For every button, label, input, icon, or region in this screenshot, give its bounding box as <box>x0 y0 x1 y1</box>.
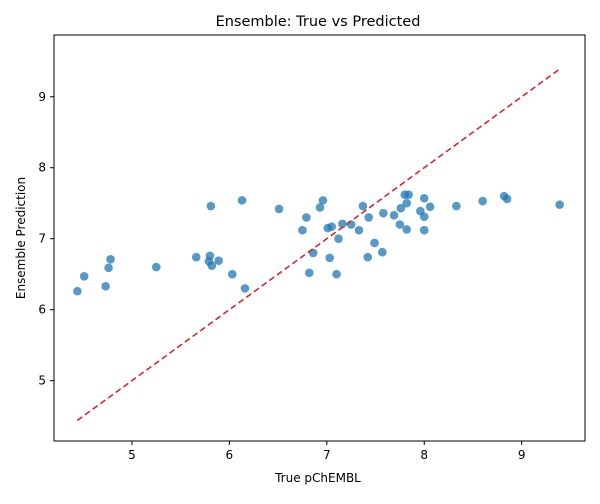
data-point <box>419 193 429 203</box>
identity-reference-line <box>76 68 561 422</box>
data-point <box>332 269 341 279</box>
data-point <box>395 220 405 229</box>
x-tick-label: 7 <box>323 448 331 462</box>
data-point <box>79 272 89 281</box>
data-point <box>452 201 461 211</box>
data-point <box>478 196 487 206</box>
x-tick-label: 6 <box>226 448 234 462</box>
data-point <box>73 286 82 296</box>
y-axis-label: Ensemble Prediction <box>14 177 28 299</box>
data-point <box>152 262 161 272</box>
x-tick-label: 9 <box>518 448 526 462</box>
x-tick-label: 5 <box>128 448 136 462</box>
data-point <box>104 263 113 273</box>
data-point <box>101 281 110 291</box>
data-point <box>364 213 374 222</box>
data-point <box>358 201 368 211</box>
data-point <box>370 238 379 248</box>
y-tick-label: 5 <box>38 374 46 388</box>
data-point <box>363 252 373 262</box>
data-point <box>419 212 429 222</box>
data-point <box>106 254 115 264</box>
data-point <box>419 225 429 235</box>
y-tick-label: 9 <box>38 90 46 104</box>
data-point <box>191 252 201 262</box>
data-point <box>338 219 347 229</box>
data-point <box>379 208 388 218</box>
data-point <box>354 225 364 235</box>
data-point <box>315 203 325 212</box>
data-point <box>555 200 564 209</box>
data-point <box>274 204 284 214</box>
data-point <box>402 198 412 208</box>
data-point <box>402 225 412 234</box>
data-point <box>304 268 314 278</box>
x-axis-label: True pChEMBL <box>274 471 361 485</box>
data-point <box>237 196 247 205</box>
data-point <box>214 256 223 266</box>
data-point <box>318 196 328 205</box>
data-point <box>327 222 336 231</box>
data-point <box>205 251 215 261</box>
data-point <box>227 269 237 279</box>
plot-frame <box>53 34 586 442</box>
data-point <box>404 190 413 200</box>
data-point <box>378 247 387 257</box>
y-tick-label: 6 <box>38 303 46 317</box>
x-tick-label: 8 <box>420 448 428 462</box>
chart-title: Ensemble: True vs Predicted <box>216 14 421 30</box>
data-point <box>389 210 399 220</box>
data-point <box>325 253 335 263</box>
data-point <box>298 225 307 235</box>
data-point <box>502 194 512 204</box>
data-point <box>334 234 343 244</box>
y-tick-label: 8 <box>38 161 46 175</box>
data-point <box>425 202 435 212</box>
y-tick-label: 7 <box>38 232 46 246</box>
data-point <box>206 201 216 211</box>
data-point <box>240 284 250 293</box>
data-point <box>207 261 217 270</box>
data-point <box>302 213 311 222</box>
data-point <box>396 203 406 213</box>
